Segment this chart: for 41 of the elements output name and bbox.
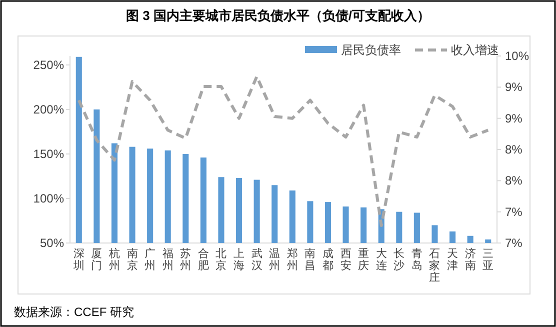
y-tick-label: 50% (40, 236, 64, 250)
x-tick-label: 西安 (340, 248, 352, 272)
y2-tick-label: 8% (505, 174, 523, 188)
y2-tick-label: 10% (505, 49, 530, 63)
y2-tick-label: 7% (505, 236, 523, 250)
x-tick-label: 厦门 (91, 248, 102, 272)
x-tick-label: 广州 (144, 247, 156, 272)
x-tick-label: 南京 (126, 247, 138, 272)
x-tick-label: 青岛 (411, 247, 422, 272)
x-tick-label: 福州 (162, 247, 174, 272)
legend-label: 收入增速 (451, 43, 499, 57)
source-note: 数据来源：CCEF 研究 (14, 305, 134, 319)
x-tick-label: 上海 (234, 247, 245, 272)
x-tick-label: 天津 (447, 248, 458, 272)
x-tick-label: 石家庄 (429, 248, 440, 284)
legend-label: 居民负债率 (341, 43, 401, 57)
x-tick-label: 三亚 (482, 248, 494, 272)
x-tick-label: 长沙 (394, 247, 405, 272)
x-tick-label: 成都 (322, 247, 334, 272)
x-tick-label: 苏州 (180, 247, 192, 272)
x-tick-label: 重庆 (358, 247, 370, 272)
x-tick-label: 大连 (376, 247, 387, 272)
x-tick-label: 北京 (216, 247, 227, 272)
x-tick-label: 南昌 (304, 247, 316, 272)
y2-tick-label: 9% (505, 111, 523, 126)
y2-tick-label: 7% (505, 204, 523, 219)
y2-tick-label: 9% (505, 80, 523, 94)
y2-tick-label: 8% (505, 142, 523, 156)
x-tick-label: 合肥 (198, 247, 209, 272)
x-tick-label: 郑州 (286, 248, 298, 272)
x-tick-label: 济南 (464, 247, 476, 272)
line-series (77, 75, 490, 228)
x-tick-label: 温州 (269, 248, 280, 272)
y-tick-label: 250% (33, 58, 64, 72)
x-tick-label: 杭州 (108, 247, 120, 272)
y-tick-label: 150% (33, 146, 64, 161)
x-tick-label: 武汉 (251, 247, 262, 272)
x-tick-label: 深圳 (72, 248, 84, 272)
chart-title: 图 3 国内主要城市居民负债水平（负债/可支配收入） (126, 8, 430, 23)
y-tick-label: 100% (33, 191, 64, 206)
y-tick-label: 200% (33, 102, 64, 116)
